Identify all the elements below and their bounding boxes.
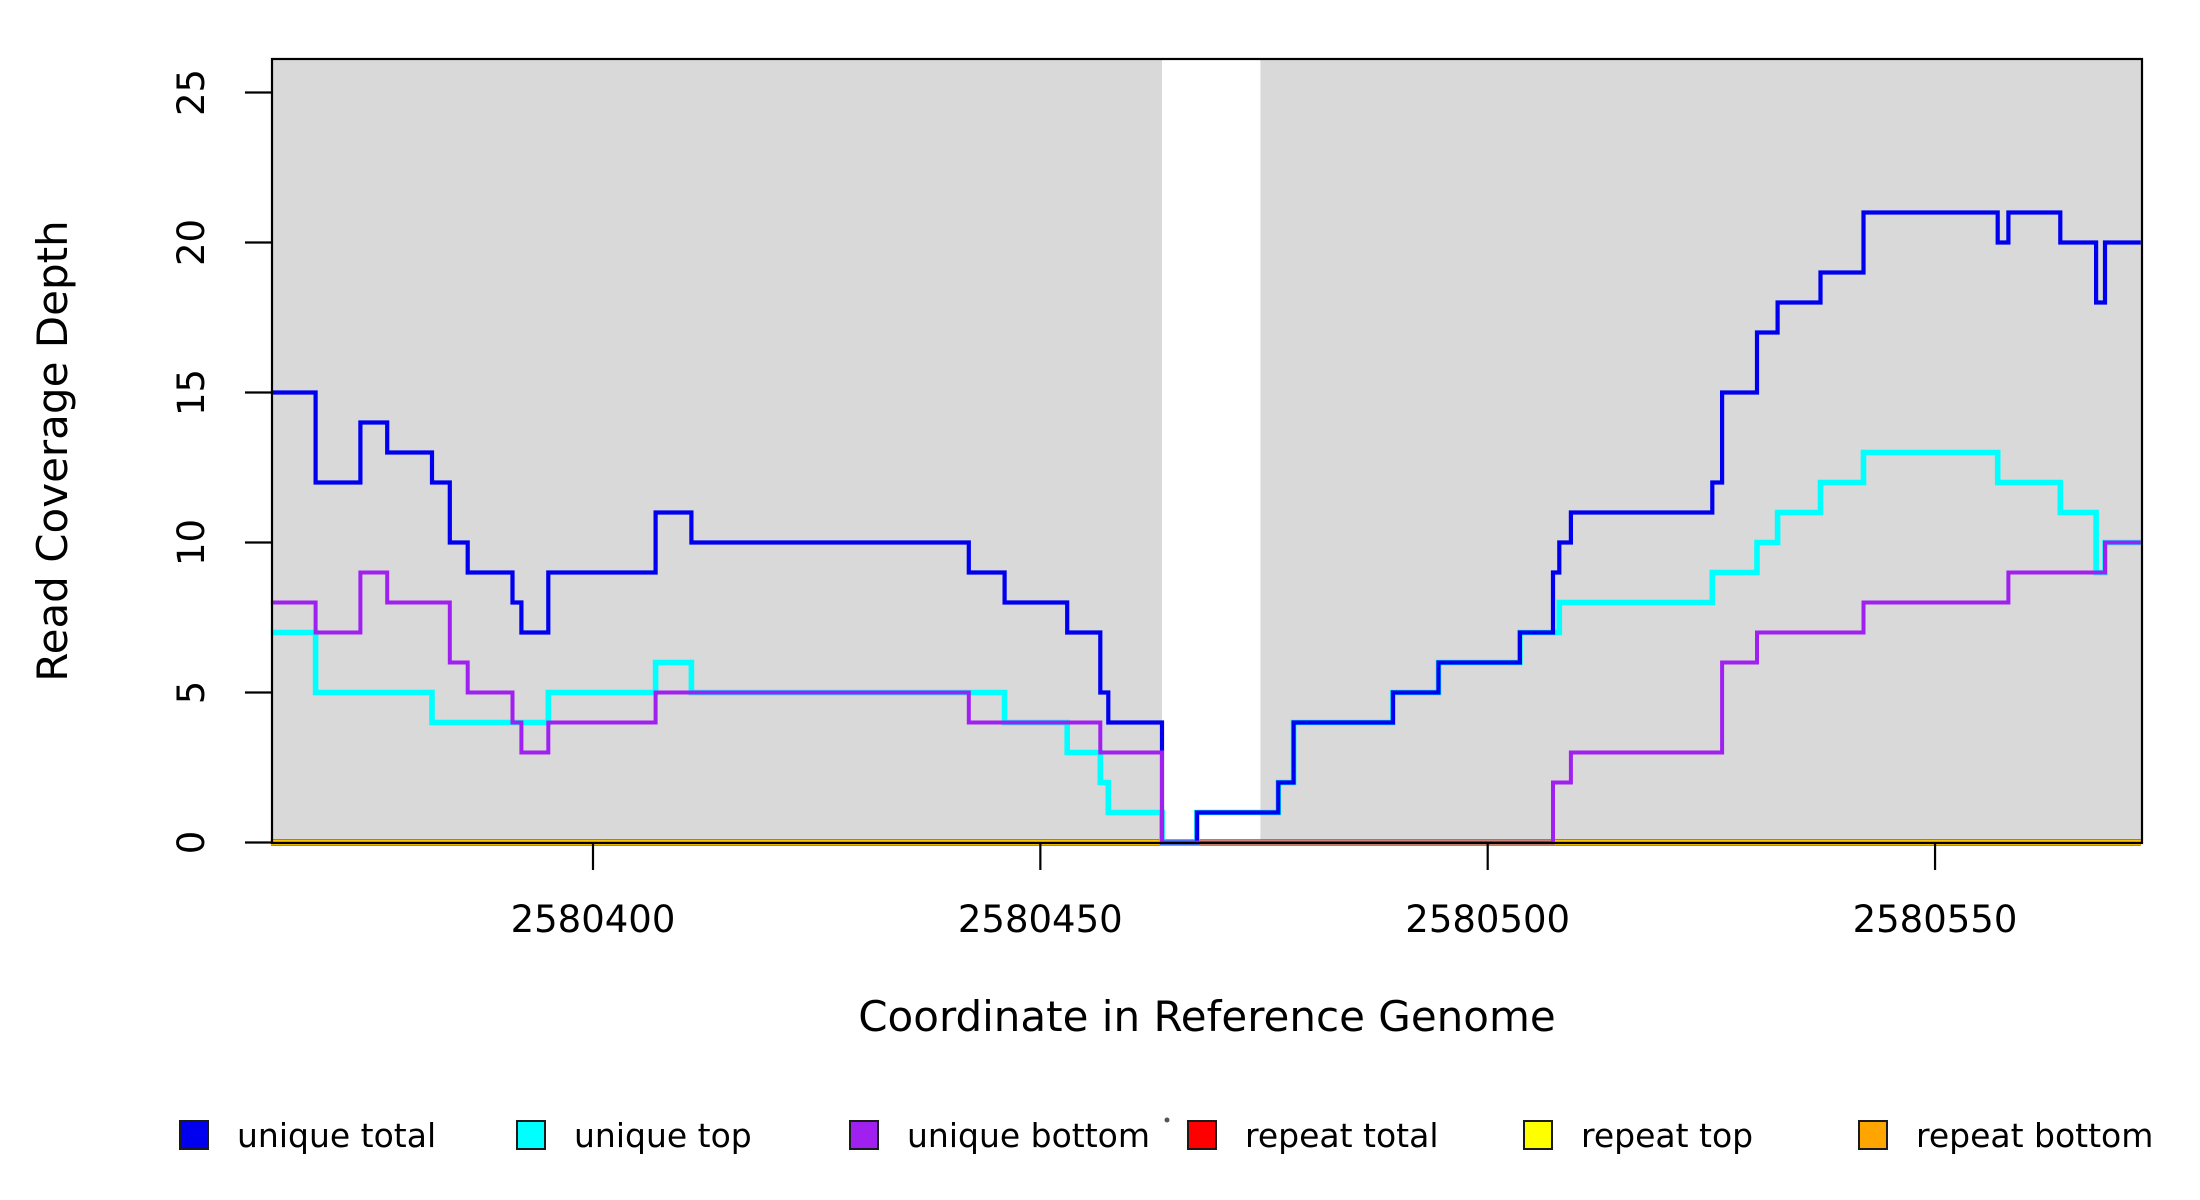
- plot-border: [270, 57, 2144, 845]
- legend-label-repeat-total: repeat total: [1245, 1116, 1439, 1155]
- x-tick-label: 2580450: [958, 898, 1123, 941]
- y-tick-label: 0: [170, 831, 213, 855]
- stray-dot: [1164, 1117, 1170, 1123]
- legend-swatch-repeat-bottom: [1858, 1120, 1888, 1150]
- legend-swatch-unique-bottom: [849, 1120, 879, 1150]
- y-tick-label: 25: [170, 69, 213, 116]
- y-axis-title: Read Coverage Depth: [28, 220, 77, 681]
- legend-label-unique-total: unique total: [237, 1116, 436, 1155]
- x-tick-label: 2580550: [1853, 898, 2018, 941]
- y-tick-label: 20: [170, 219, 213, 266]
- legend-swatch-repeat-top: [1523, 1120, 1553, 1150]
- y-tick-label: 10: [170, 519, 213, 566]
- series-line-unique-total: [270, 210, 2141, 845]
- x-axis-title: Coordinate in Reference Genome: [858, 992, 1556, 1041]
- legend-swatch-unique-top: [516, 1120, 546, 1150]
- x-tick-label: 2580400: [511, 898, 676, 941]
- series-line-unique-bottom: [270, 540, 2141, 845]
- y-tick-label: 5: [170, 681, 213, 705]
- legend-label-repeat-top: repeat top: [1581, 1116, 1753, 1155]
- legend-swatch-unique-total: [179, 1120, 209, 1150]
- x-tick-label: 2580500: [1405, 898, 1570, 941]
- legend-swatch-repeat-total: [1187, 1120, 1217, 1150]
- legend-label-unique-bottom: unique bottom: [907, 1116, 1150, 1155]
- legend-label-unique-top: unique top: [574, 1116, 752, 1155]
- legend-label-repeat-bottom: repeat bottom: [1916, 1116, 2153, 1155]
- y-tick-label: 15: [170, 369, 213, 416]
- coverage-gap-band: [1162, 60, 1261, 842]
